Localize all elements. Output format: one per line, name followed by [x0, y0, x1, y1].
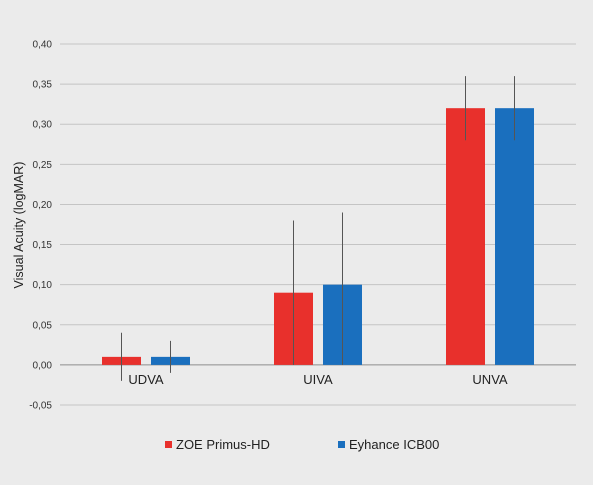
- gridlines: [60, 43, 576, 406]
- y-tick-labels: -0,05 0,00 0,05 0,10 0,15 0,20 0,25 0,30 0,35 0,4…: [29, 40, 52, 412]
- error-bars: [121, 76, 515, 381]
- category-label: UNVA: [472, 372, 507, 387]
- y-axis-title: Visual Acuity (logMAR): [12, 162, 26, 289]
- legend-label: ZOE Primus-HD: [176, 437, 270, 452]
- y-tick-label: -0,05: [29, 401, 52, 412]
- y-tick-label: 0,40: [33, 40, 53, 51]
- bar-eyhance-icb00-unva: [495, 108, 534, 365]
- legend-label: Eyhance ICB00: [349, 437, 439, 452]
- y-tick-label: 0,35: [33, 80, 53, 91]
- category-label: UDVA: [128, 372, 163, 387]
- y-tick-label: 0,10: [33, 280, 53, 291]
- y-tick-label: 0,20: [33, 200, 53, 211]
- y-tick-label: 0,30: [33, 120, 53, 131]
- y-tick-label: 0,15: [33, 240, 53, 251]
- legend-swatch: [338, 441, 345, 448]
- category-label: UIVA: [303, 372, 333, 387]
- bar-zoe-primus-hd-unva: [446, 108, 485, 365]
- legend-swatch: [165, 441, 172, 448]
- legend: ZOE Primus-HD Eyhance ICB00: [165, 437, 439, 452]
- bars: [102, 108, 534, 365]
- y-tick-label: 0,05: [33, 320, 53, 331]
- y-tick-label: 0,25: [33, 160, 53, 171]
- y-tick-label: 0,00: [33, 360, 53, 371]
- category-labels: UDVA UIVA UNVA: [128, 372, 507, 387]
